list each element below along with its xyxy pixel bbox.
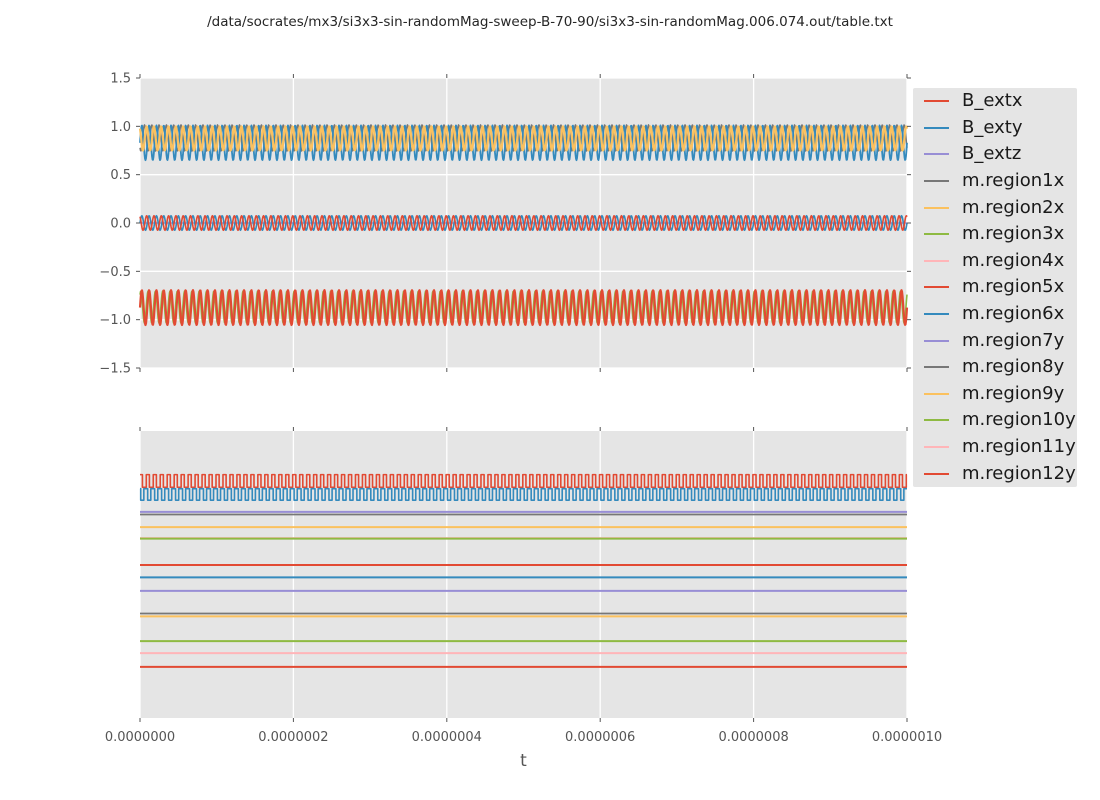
x-axis-label: t [520,751,527,771]
y-tick-label: 0.5 [110,168,131,183]
legend-item-label: m.region8y [962,356,1065,378]
legend-item: m.region9y [913,381,1077,408]
legend-line-sample [924,313,949,316]
legend-line-sample [924,339,949,342]
legend-item: m.region5x [913,274,1077,301]
legend-item: m.region7y [913,327,1077,354]
legend-line-sample [924,206,949,209]
legend-item-label: m.region1x [962,170,1065,192]
y-tick-label: 1.0 [110,120,131,135]
legend: B_extx B_exty B_extz m.region1x m.region… [913,88,1077,487]
legend-item-label: m.region12y [962,462,1076,484]
legend-item: m.region3x [913,221,1077,248]
series-m.region2x [138,125,909,152]
legend-item: m.region10y [913,407,1077,434]
tick-marks [136,74,911,372]
legend-item: m.region2x [913,194,1077,221]
x-tick-label: 0.0000004 [412,730,482,745]
legend-item: m.region8y [913,354,1077,381]
legend-item: m.region1x [913,168,1077,195]
x-tick-label: 0.0000008 [718,730,788,745]
legend-line-sample [924,472,949,475]
legend-item: B_exty [913,115,1077,142]
legend-line-sample [924,286,949,289]
legend-line-sample [924,392,949,395]
legend-item-label: B_exty [962,116,1023,138]
series-B_extx [140,473,908,489]
x-tick-label: 0.0000006 [565,730,635,745]
x-tick-label: 0.0000000 [105,730,175,745]
legend-line-sample [924,233,949,236]
x-tick-label: 0.0000010 [872,730,942,745]
y-tick-label: −1.0 [99,313,131,328]
y-tick-label: 0.0 [110,217,131,232]
y-tick-label: −0.5 [99,265,131,280]
legend-line-sample [924,259,949,262]
series-B_extx [139,214,908,232]
y-tick-label: −1.5 [99,362,131,377]
axes-bottom: 0.0000000 0.0000002 0.0000004 0.0000006 0.00… [105,427,942,745]
legend-item: B_extx [913,88,1077,115]
series-m.region5x [138,289,909,327]
legend-line-sample [924,366,949,369]
legend-item-label: m.region2x [962,196,1065,218]
y-tick-label: 1.5 [110,72,131,87]
legend-line-sample [924,446,949,449]
legend-item: m.region6x [913,301,1077,328]
legend-item-label: m.region11y [962,436,1076,458]
series-B_exty [139,487,907,501]
legend-line-sample [924,419,949,422]
axes-top: 1.5 1.0 0.5 0.0 −0.5 −1.0 −1.5 [99,72,911,377]
axes-layer: 1.51.00.50.0−0.5−1.0−1.50.0000000 0.00000… [99,72,942,746]
legend-item: m.region12y [913,460,1077,487]
legend-line-sample [924,180,949,183]
legend-item-label: B_extz [962,143,1022,165]
legend-item-label: m.region4x [962,249,1065,271]
legend-line-sample [924,100,949,103]
series-m.region6x [139,214,908,232]
legend-item-label: m.region7y [962,329,1065,351]
figure-title: /data/socrates/mx3/si3x3-sin-randomMag-s… [207,14,893,30]
legend-item-label: m.region10y [962,409,1076,431]
tick-marks [139,427,908,722]
legend-item-label: m.region9y [962,382,1065,404]
legend-item: m.region11y [913,434,1077,461]
legend-line-sample [924,126,949,129]
legend-item: m.region4x [913,248,1077,275]
legend-item-label: m.region6x [962,303,1065,325]
legend-item-label: B_extx [962,90,1023,112]
x-tick-label: 0.0000002 [258,730,328,745]
legend-line-sample [924,153,949,156]
legend-item-label: m.region3x [962,223,1065,245]
legend-item: B_extz [913,141,1077,168]
legend-item-label: m.region5x [962,276,1065,298]
series-m.region1x [139,124,908,152]
